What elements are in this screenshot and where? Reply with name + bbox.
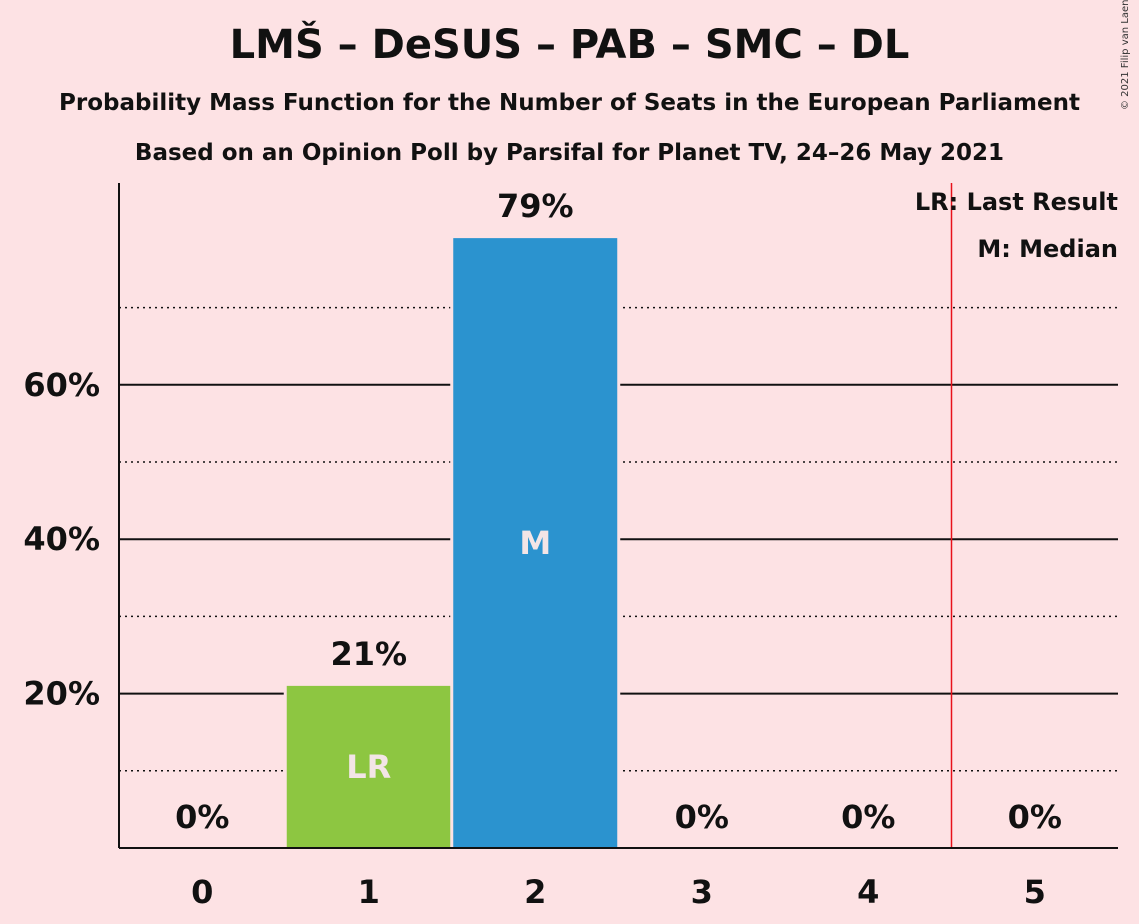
- chart-subtitle: Probability Mass Function for the Number…: [59, 90, 1080, 116]
- bar-value-label: 21%: [330, 635, 407, 673]
- x-tick-label: 2: [524, 873, 546, 911]
- y-tick-label: 20%: [23, 675, 100, 713]
- x-tick-label: 3: [691, 873, 713, 911]
- y-tick-label: 60%: [23, 366, 100, 404]
- bar-1: [286, 685, 451, 848]
- bar-value-label: 79%: [497, 187, 574, 225]
- x-tick-label: 5: [1024, 873, 1046, 911]
- x-tick-label: 1: [358, 873, 380, 911]
- bar-value-label: 0%: [1008, 798, 1062, 836]
- legend-entry: M: Median: [977, 235, 1118, 263]
- x-tick-label: 4: [857, 873, 879, 911]
- bar-value-label: 0%: [841, 798, 895, 836]
- legend-entry: LR: Last Result: [915, 188, 1118, 216]
- chart-title: LMŠ – DeSUS – PAB – SMC – DL: [229, 22, 910, 68]
- bar-2: [453, 238, 618, 848]
- x-tick-label: 0: [191, 873, 213, 911]
- bar-marker-lr: LR: [346, 748, 391, 786]
- chart-subtitle-source: Based on an Opinion Poll by Parsifal for…: [134, 140, 1005, 166]
- bar-value-label: 0%: [175, 798, 229, 836]
- y-tick-label: 40%: [23, 520, 100, 558]
- bar-value-label: 0%: [675, 798, 729, 836]
- bar-marker-m: M: [519, 524, 551, 562]
